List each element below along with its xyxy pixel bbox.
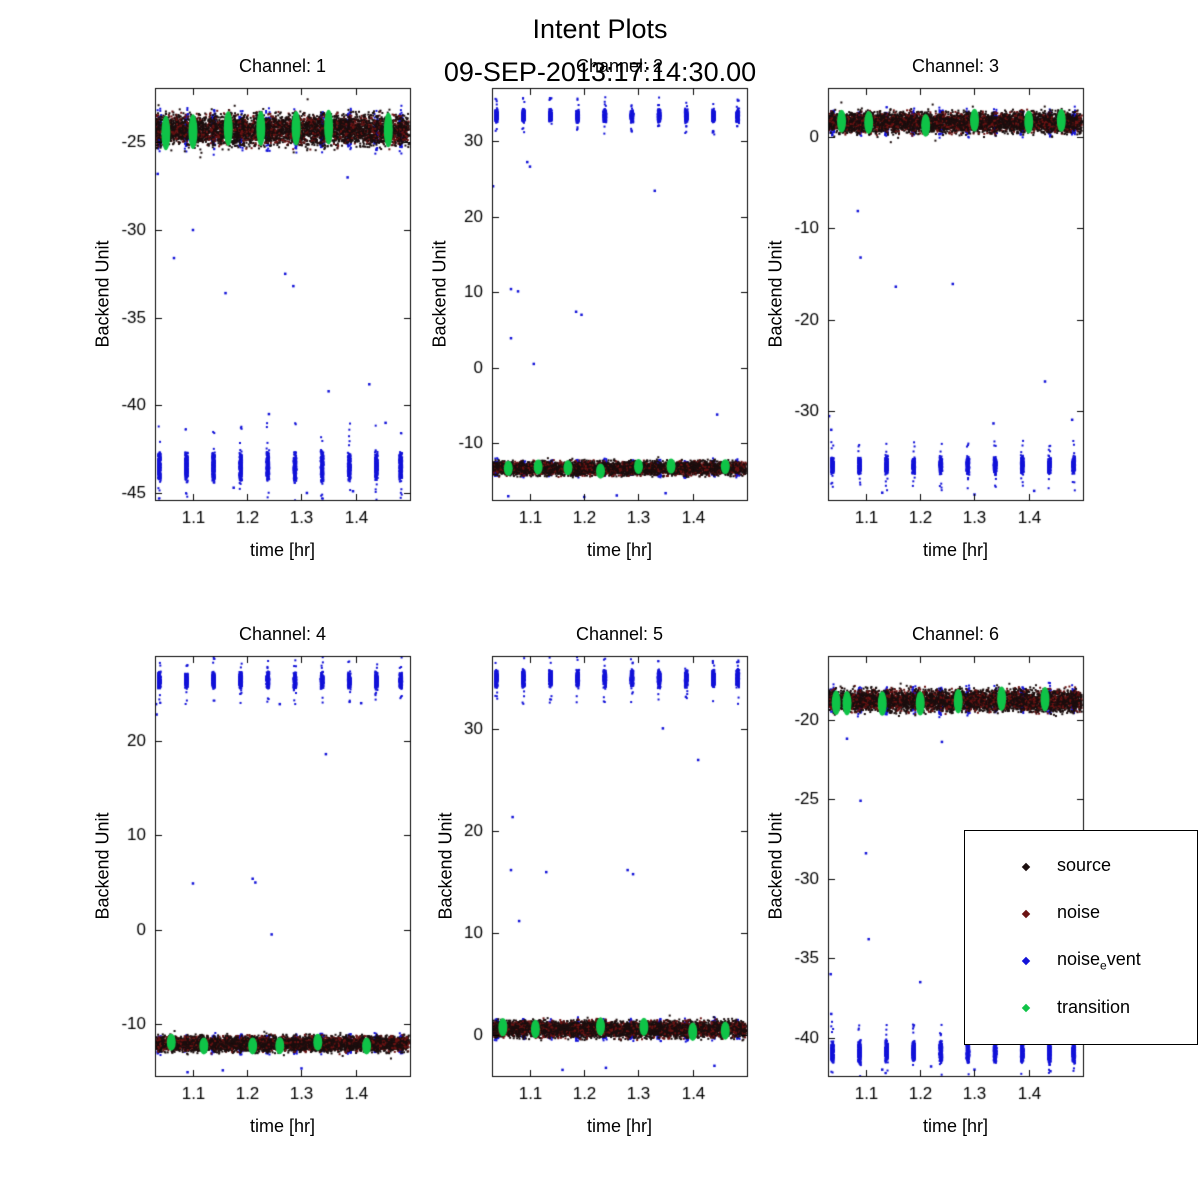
subplot-title-channel-5: Channel: 5 xyxy=(575,624,664,644)
legend-item-label: transition xyxy=(1057,997,1130,1021)
subplot-title-channel-2: Channel: 2 xyxy=(575,56,664,76)
legend-item-label: noise xyxy=(1057,902,1100,926)
figure-title: Intent Plots xyxy=(532,14,668,44)
xlabel-channel-6: time [hr] xyxy=(922,1116,989,1136)
legend-label-text: noise xyxy=(1057,949,1101,970)
xlabel-channel-5: time [hr] xyxy=(586,1116,653,1136)
legend-label-text: noise xyxy=(1057,902,1101,923)
ylabel-channel-3: Backend Unit xyxy=(765,240,786,348)
legend-label-subscript: e xyxy=(1100,958,1107,973)
legend-item-noise: noise xyxy=(1021,902,1197,926)
ylabel-channel-2: Backend Unit xyxy=(429,240,450,348)
subplot-title-channel-6: Channel: 6 xyxy=(911,624,1000,644)
legend-label-suffix: vent xyxy=(1106,949,1141,970)
ylabel-channel-4: Backend Unit xyxy=(92,812,113,920)
xlabel-channel-1: time [hr] xyxy=(249,540,316,560)
ylabel-channel-6: Backend Unit xyxy=(765,812,786,920)
transition-marker-icon xyxy=(1021,1004,1031,1013)
legend: source noise noiseevent transition xyxy=(964,830,1198,1045)
subplot-title-channel-4: Channel: 4 xyxy=(238,624,327,644)
subplot-title-channel-1: Channel: 1 xyxy=(238,56,327,76)
legend-item-noise-event: noiseevent xyxy=(1021,949,1197,973)
legend-item-label: noiseevent xyxy=(1057,949,1141,973)
legend-label-text: source xyxy=(1057,854,1112,875)
legend-item-label: source xyxy=(1057,855,1111,879)
xlabel-channel-4: time [hr] xyxy=(249,1116,316,1136)
legend-item-source: source xyxy=(1021,855,1197,879)
subplot-title-channel-3: Channel: 3 xyxy=(911,56,1000,76)
ylabel-channel-5: Backend Unit xyxy=(435,812,456,920)
noise-marker-icon xyxy=(1021,909,1031,919)
legend-item-transition: transition xyxy=(1021,997,1197,1021)
xlabel-channel-2: time [hr] xyxy=(586,540,653,560)
noise-event-marker-icon xyxy=(1021,956,1031,966)
xlabel-channel-3: time [hr] xyxy=(922,540,989,560)
ylabel-channel-1: Backend Unit xyxy=(92,240,113,348)
source-marker-icon xyxy=(1021,862,1031,871)
legend-label-text: transition xyxy=(1057,996,1131,1017)
figure-subtitle: 09-SEP-2013:17:14:30.00 xyxy=(443,57,757,87)
